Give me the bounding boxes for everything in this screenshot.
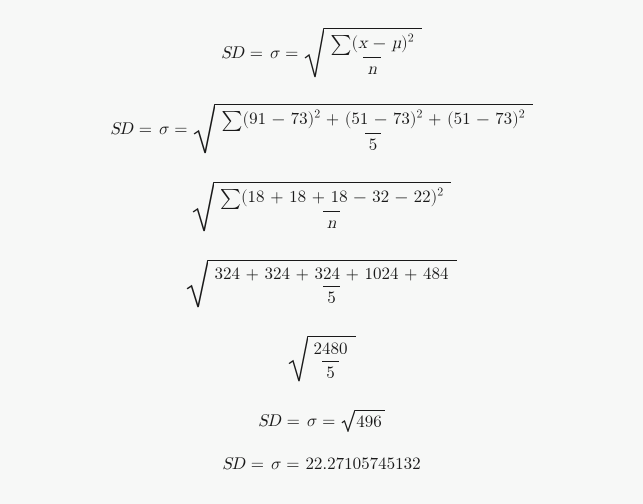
radical-icon — [304, 28, 324, 78]
fraction: ∑(91 − 73)2 + (51 − 73)2 + (51 − 73)2 5 — [217, 110, 528, 154]
equation-line-4: 324 + 324 + 324 + 1024 + 484 5 — [186, 260, 456, 308]
radical-icon — [288, 336, 308, 382]
fraction: ∑(18 + 18 + 18 − 32 − 22)2 n — [216, 188, 447, 232]
radical-icon — [192, 182, 214, 232]
equation-line-7: SD=σ= 22.27105745132 — [222, 456, 420, 473]
lhs: SD=σ= — [222, 456, 305, 473]
equation-line-5: 2480 5 — [288, 336, 356, 382]
radical-icon — [193, 104, 215, 154]
lhs: SD=σ= — [221, 45, 304, 62]
equation-page: SD=σ= ∑(x − µ)2 n SD=σ= ∑(91 − 73)2 + (5… — [0, 0, 643, 504]
lhs: SD=σ= — [110, 121, 193, 138]
sqrt: ∑(91 − 73)2 + (51 − 73)2 + (51 − 73)2 5 — [193, 104, 532, 154]
equation-line-2: SD=σ= ∑(91 − 73)2 + (51 − 73)2 + (51 − 7… — [110, 104, 532, 154]
sqrt: ∑(x − µ)2 n — [304, 28, 421, 78]
result-value: 22.27105745132 — [305, 456, 420, 473]
radical-icon — [186, 260, 208, 308]
sqrt: 496 — [341, 410, 385, 432]
fraction: 324 + 324 + 324 + 1024 + 484 5 — [210, 266, 452, 307]
sqrt: 324 + 324 + 324 + 1024 + 484 5 — [186, 260, 456, 308]
fraction: 2480 5 — [310, 341, 352, 382]
sqrt: 2480 5 — [288, 336, 356, 382]
equation-line-3: ∑(18 + 18 + 18 − 32 − 22)2 n — [192, 182, 451, 232]
equation-line-6: SD=σ= 496 — [258, 410, 385, 432]
equation-line-1: SD=σ= ∑(x − µ)2 n — [221, 28, 421, 78]
fraction: ∑(x − µ)2 n — [326, 34, 417, 78]
radicand: 496 — [355, 410, 385, 432]
sqrt: ∑(18 + 18 + 18 − 32 − 22)2 n — [192, 182, 451, 232]
lhs: SD=σ= — [258, 413, 341, 430]
radical-icon — [341, 410, 355, 432]
